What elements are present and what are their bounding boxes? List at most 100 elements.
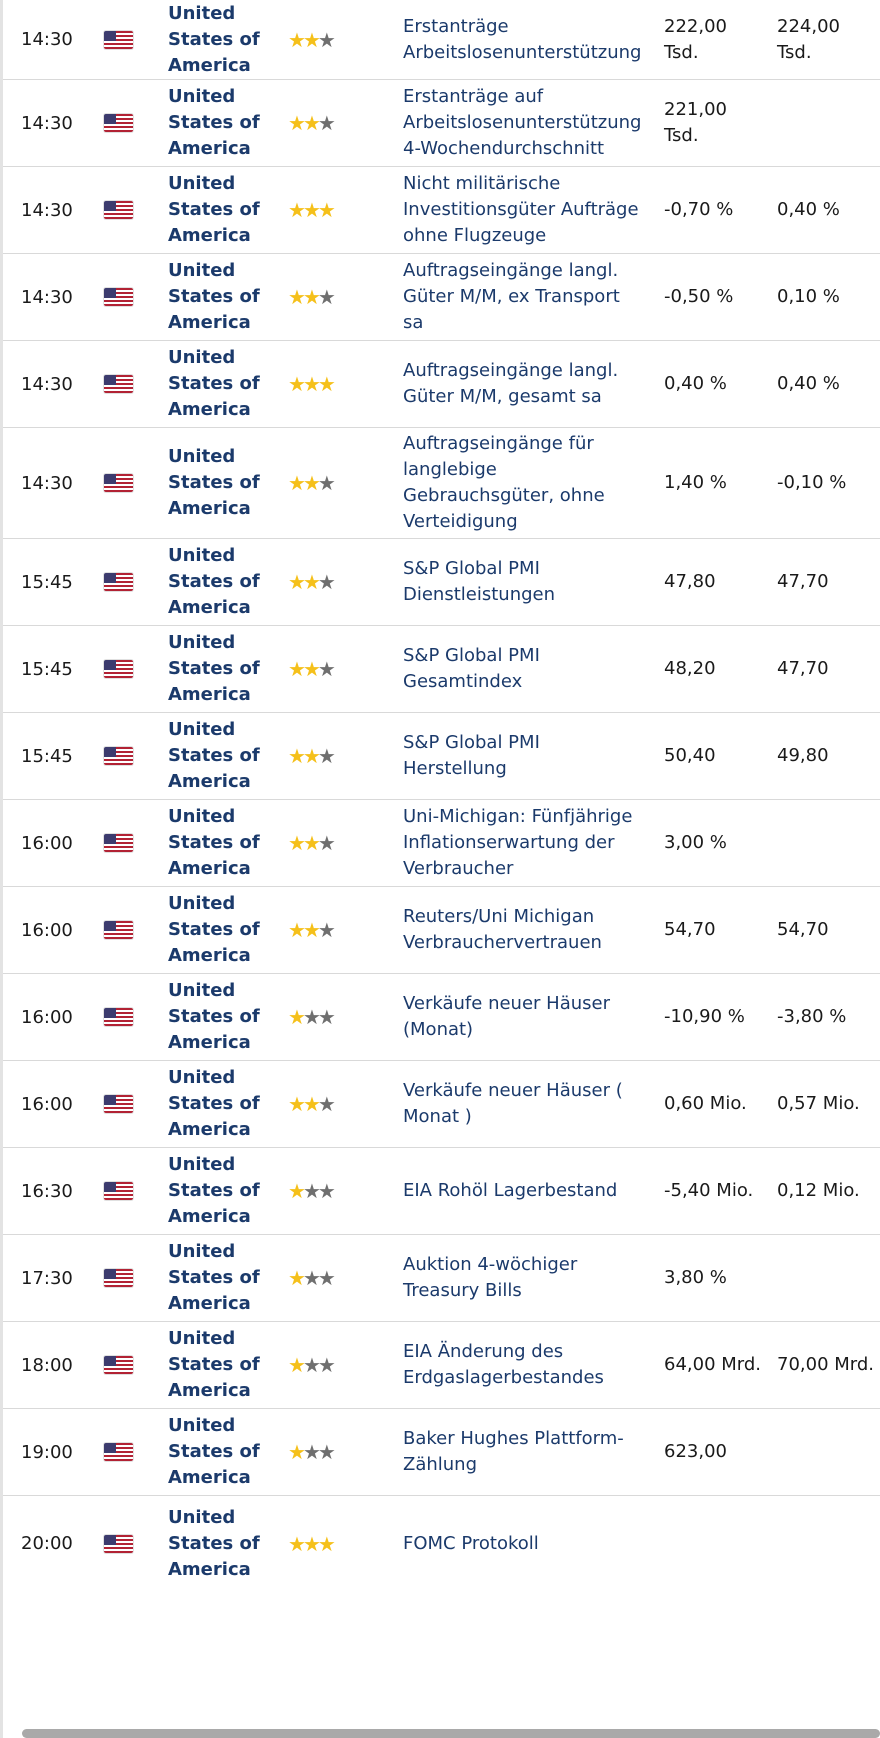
table-row[interactable]: 14:30 United States of America ★ ★ ★ Ersta… bbox=[3, 80, 880, 167]
table-row[interactable]: 14:30 United States of America ★ ★ ★ Auftr… bbox=[3, 428, 880, 539]
table-row[interactable]: 15:45 United States of America ★ ★ ★ S&P G… bbox=[3, 539, 880, 626]
country-flag bbox=[104, 1148, 133, 1234]
country-flag bbox=[104, 0, 133, 79]
star-icon: ★ bbox=[288, 657, 306, 681]
event-name-link[interactable]: Auftragseingänge langl. Güter M/M, gesam… bbox=[403, 360, 619, 407]
table-row[interactable]: 16:30 United States of America ★ ★ ★ EIA R… bbox=[3, 1148, 880, 1235]
event-time: 14:30 bbox=[21, 373, 73, 395]
table-row[interactable]: 16:00 United States of America ★ ★ ★ Verkä… bbox=[3, 1061, 880, 1148]
country-flag bbox=[104, 1235, 133, 1321]
country-name[interactable]: United States of America bbox=[168, 1154, 260, 1227]
star-icon: ★ bbox=[288, 285, 306, 309]
event-name-link[interactable]: Reuters/Uni Michigan Verbrauchervertraue… bbox=[403, 906, 602, 953]
event-name-link[interactable]: Auftragseingänge langl. Güter M/M, ex Tr… bbox=[403, 260, 620, 333]
horizontal-scrollbar[interactable] bbox=[22, 1729, 880, 1738]
star-icon: ★ bbox=[317, 744, 336, 768]
country-name[interactable]: United States of America bbox=[168, 719, 260, 792]
star-icon: ★ bbox=[302, 1179, 321, 1203]
table-row[interactable]: 20:00 United States of America ★ ★ ★ FOMC … bbox=[3, 1496, 880, 1591]
us-flag-icon bbox=[104, 1182, 133, 1200]
country-name[interactable]: United States of America bbox=[168, 1328, 260, 1401]
star-icon: ★ bbox=[288, 198, 306, 222]
table-row[interactable]: 19:00 United States of America ★ ★ ★ Baker… bbox=[3, 1409, 880, 1496]
importance-stars: ★ ★ ★ bbox=[288, 254, 336, 340]
event-name-link[interactable]: Verkäufe neuer Häuser ( Monat ) bbox=[403, 1080, 623, 1127]
country-flag bbox=[104, 626, 133, 712]
table-row[interactable]: 16:00 United States of America ★ ★ ★ Uni-M… bbox=[3, 800, 880, 887]
importance-stars: ★ ★ ★ bbox=[288, 1322, 336, 1408]
forecast-value: 224,00 Tsd. bbox=[777, 15, 840, 63]
event-name-link[interactable]: Verkäufe neuer Häuser (Monat) bbox=[403, 993, 610, 1040]
us-flag-icon bbox=[104, 660, 133, 678]
event-name-link[interactable]: FOMC Protokoll bbox=[403, 1532, 539, 1554]
forecast-value: 0,10 % bbox=[777, 286, 840, 307]
event-time: 16:00 bbox=[21, 1006, 73, 1028]
forecast-value: 70,00 Mrd. bbox=[777, 1354, 875, 1375]
table-row[interactable]: 14:30 United States of America ★ ★ ★ Auftr… bbox=[3, 254, 880, 341]
country-name[interactable]: United States of America bbox=[168, 1067, 260, 1140]
event-name-link[interactable]: Erstanträge auf Arbeitslosenunterstützun… bbox=[403, 86, 642, 159]
country-name[interactable]: United States of America bbox=[168, 893, 260, 966]
table-row[interactable]: 15:45 United States of America ★ ★ ★ S&P G… bbox=[3, 713, 880, 800]
forecast-value: 54,70 bbox=[777, 919, 829, 940]
country-flag bbox=[104, 167, 133, 253]
table-row[interactable]: 16:00 United States of America ★ ★ ★ Reute… bbox=[3, 887, 880, 974]
country-name[interactable]: United States of America bbox=[168, 545, 260, 618]
event-name-link[interactable]: Baker Hughes Plattform-Zählung bbox=[403, 1428, 624, 1475]
country-name[interactable]: United States of America bbox=[168, 1415, 260, 1488]
country-name[interactable]: United States of America bbox=[168, 632, 260, 705]
actual-value: 3,00 % bbox=[664, 832, 727, 853]
us-flag-icon bbox=[104, 288, 133, 306]
table-row[interactable]: 15:45 United States of America ★ ★ ★ S&P G… bbox=[3, 626, 880, 713]
table-row[interactable]: 14:30 United States of America ★ ★ ★ Auftr… bbox=[3, 341, 880, 428]
country-name[interactable]: United States of America bbox=[168, 86, 260, 159]
country-name[interactable]: United States of America bbox=[168, 1241, 260, 1314]
event-name-link[interactable]: Auktion 4-wöchiger Treasury Bills bbox=[403, 1254, 578, 1301]
country-name[interactable]: United States of America bbox=[168, 347, 260, 420]
country-flag bbox=[104, 1496, 133, 1591]
table-row[interactable]: 18:00 United States of America ★ ★ ★ EIA Ä… bbox=[3, 1322, 880, 1409]
importance-stars: ★ ★ ★ bbox=[288, 713, 336, 799]
actual-value: -10,90 % bbox=[664, 1006, 745, 1027]
table-row[interactable]: 17:30 United States of America ★ ★ ★ Aukti… bbox=[3, 1235, 880, 1322]
country-name[interactable]: United States of America bbox=[168, 980, 260, 1053]
star-icon: ★ bbox=[317, 1005, 336, 1029]
us-flag-icon bbox=[104, 114, 133, 132]
country-name[interactable]: United States of America bbox=[168, 173, 260, 246]
economic-calendar-table: 14:30 United States of America ★ ★ ★ Ersta… bbox=[3, 0, 880, 1591]
importance-stars: ★ ★ ★ bbox=[288, 974, 336, 1060]
table-row[interactable]: 16:00 United States of America ★ ★ ★ Verkä… bbox=[3, 974, 880, 1061]
country-name[interactable]: United States of America bbox=[168, 806, 260, 879]
forecast-value: 0,40 % bbox=[777, 199, 840, 220]
star-icon: ★ bbox=[288, 1531, 306, 1556]
us-flag-icon bbox=[104, 1269, 133, 1287]
actual-value: -5,40 Mio. bbox=[664, 1180, 754, 1201]
importance-stars: ★ ★ ★ bbox=[288, 1409, 336, 1495]
star-icon: ★ bbox=[302, 657, 321, 681]
star-icon: ★ bbox=[317, 1353, 336, 1377]
importance-stars: ★ ★ ★ bbox=[288, 539, 336, 625]
country-name[interactable]: United States of America bbox=[168, 260, 260, 333]
star-icon: ★ bbox=[288, 831, 306, 855]
table-row[interactable]: 14:30 United States of America ★ ★ ★ Ersta… bbox=[3, 0, 880, 80]
event-name-link[interactable]: Erstanträge Arbeitslosenunterstützung bbox=[403, 15, 642, 63]
country-name[interactable]: United States of America bbox=[168, 2, 260, 76]
star-icon: ★ bbox=[317, 285, 336, 309]
event-name-link[interactable]: S&P Global PMI Dienstleistungen bbox=[403, 558, 556, 605]
event-name-link[interactable]: S&P Global PMI Herstellung bbox=[403, 732, 540, 779]
event-name-link[interactable]: Auftragseingänge für langlebige Gebrauch… bbox=[403, 433, 605, 532]
event-name-link[interactable]: Uni-Michigan: Fünfjährige Inflationserwa… bbox=[403, 806, 633, 879]
event-time: 16:00 bbox=[21, 832, 73, 854]
table-row[interactable]: 14:30 United States of America ★ ★ ★ Nicht… bbox=[3, 167, 880, 254]
event-name-link[interactable]: EIA Rohöl Lagerbestand bbox=[403, 1180, 618, 1201]
actual-value: 3,80 % bbox=[664, 1267, 727, 1288]
event-name-link[interactable]: Nicht militärische Investitionsgüter Auf… bbox=[403, 173, 639, 246]
country-name[interactable]: United States of America bbox=[168, 446, 260, 519]
forecast-value: 0,57 Mio. bbox=[777, 1093, 860, 1114]
event-name-link[interactable]: EIA Änderung des Erdgaslagerbestandes bbox=[403, 1341, 604, 1388]
country-name[interactable]: United States of America bbox=[168, 1506, 260, 1580]
us-flag-icon bbox=[104, 573, 133, 591]
forecast-value bbox=[777, 80, 880, 166]
event-name-link[interactable]: S&P Global PMI Gesamtindex bbox=[403, 645, 540, 692]
